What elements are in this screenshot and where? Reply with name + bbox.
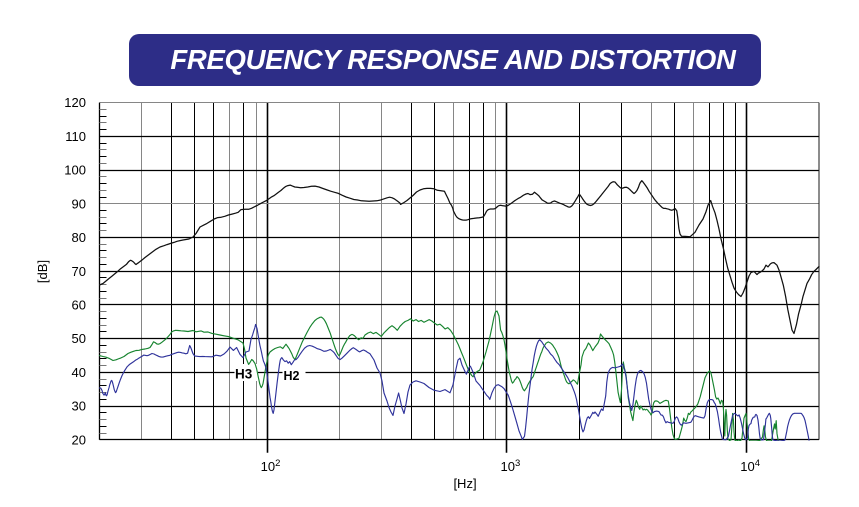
svg-text:90: 90 bbox=[72, 196, 86, 211]
svg-text:102: 102 bbox=[261, 458, 281, 474]
svg-text:120: 120 bbox=[64, 95, 86, 110]
svg-text:110: 110 bbox=[65, 129, 86, 144]
svg-text:20: 20 bbox=[72, 432, 86, 447]
svg-text:H3: H3 bbox=[235, 367, 253, 382]
svg-text:30: 30 bbox=[72, 399, 86, 414]
svg-text:[dB]: [dB] bbox=[35, 260, 50, 283]
svg-text:50: 50 bbox=[72, 331, 86, 346]
svg-text:40: 40 bbox=[72, 365, 86, 380]
svg-text:70: 70 bbox=[72, 264, 86, 279]
svg-text:H2: H2 bbox=[284, 369, 300, 383]
svg-text:60: 60 bbox=[72, 298, 86, 313]
svg-text:100: 100 bbox=[64, 163, 86, 178]
svg-text:80: 80 bbox=[72, 230, 86, 245]
svg-text:104: 104 bbox=[740, 458, 760, 474]
svg-text:[Hz]: [Hz] bbox=[453, 476, 476, 491]
svg-text:103: 103 bbox=[501, 458, 521, 474]
